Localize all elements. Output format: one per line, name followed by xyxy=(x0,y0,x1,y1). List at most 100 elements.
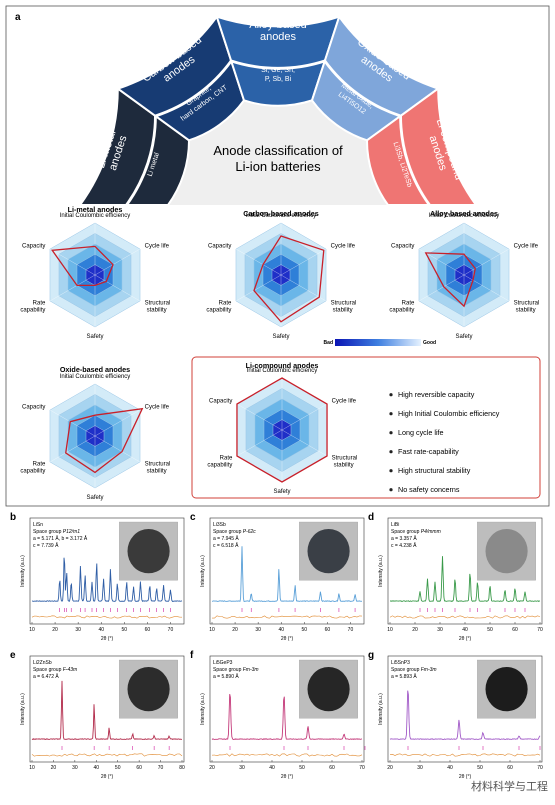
compound-label: Li2ZnSb xyxy=(33,660,52,666)
radar-axis-label: Capacity xyxy=(22,405,45,411)
x-tick-label: 40 xyxy=(94,765,100,771)
lattice-parameter: c = 7.739 Å xyxy=(33,542,59,549)
x-tick-label: 20 xyxy=(209,765,215,771)
y-axis-label: Intensity (a.u.) xyxy=(200,555,206,587)
x-tick-label: 30 xyxy=(255,627,261,633)
x-tick-label: 60 xyxy=(136,765,142,771)
x-tick-label: 10 xyxy=(387,627,393,633)
radar-axis-label: Capacity xyxy=(391,244,414,250)
compound-label: Li3Sb xyxy=(213,522,226,528)
radar-spoke xyxy=(94,435,141,463)
radar-axis-label: Cycle life xyxy=(332,399,357,405)
radar-axis-label: Safety xyxy=(86,495,103,501)
radar-data-polygon xyxy=(236,377,328,483)
space-group-label: Space group P-62c xyxy=(213,529,256,535)
space-group-label: Space group P12/m1 xyxy=(33,529,80,535)
x-tick-label: 60 xyxy=(145,627,151,633)
x-tick-label: 50 xyxy=(122,627,128,633)
bullet-text: High structural stability xyxy=(398,466,471,475)
radar-axis-label: stability xyxy=(147,308,167,314)
x-tick-label: 60 xyxy=(329,765,335,771)
x-axis-label: 2θ (°) xyxy=(101,774,114,780)
sample-powder xyxy=(127,666,170,712)
bullet-dot xyxy=(389,488,393,492)
x-tick-label: 30 xyxy=(75,627,81,633)
compound-label: LiSn xyxy=(33,522,43,528)
radar-spoke xyxy=(280,274,327,302)
x-tick-label: 60 xyxy=(325,627,331,633)
radar-axis-label: Cycle life xyxy=(145,405,170,411)
radar-spoke xyxy=(94,248,141,276)
radar-axis-label: Initial Coulombic efficiency xyxy=(429,213,500,219)
radar-spoke xyxy=(94,409,141,437)
legend-bad-label: Bad xyxy=(324,340,333,346)
arc-center-title-line2: Li-ion batteries xyxy=(235,159,321,174)
advantages-list: High reversible capacity High Initial Cou… xyxy=(389,390,500,494)
x-tick-label: 10 xyxy=(29,627,35,633)
radar-axis-label: Structural xyxy=(331,301,357,307)
x-tick-label: 30 xyxy=(72,765,78,771)
radar-axis-label: Safety xyxy=(86,334,103,340)
radar-axis-label: Structural xyxy=(145,301,171,307)
x-tick-label: 20 xyxy=(232,627,238,633)
bullet-text: Long cycle life xyxy=(398,428,444,437)
radar-spoke xyxy=(49,409,96,437)
xrd-pattern xyxy=(211,694,363,740)
space-group-label: Space group F-43m xyxy=(33,667,77,673)
radar-spoke xyxy=(94,274,141,302)
y-axis-label: Intensity (a.u.) xyxy=(20,555,26,587)
x-tick-label: 70 xyxy=(359,765,365,771)
arc-center-title-line1: Anode classification of xyxy=(213,143,343,158)
compound-label: Li5GeP3 xyxy=(213,660,233,666)
radar-spoke xyxy=(236,403,283,431)
x-tick-label: 70 xyxy=(348,627,354,633)
radar-title: Li-compound anodes xyxy=(246,361,319,370)
y-axis-label: Intensity (a.u.) xyxy=(200,693,206,725)
lattice-parameter: a = 5.893 Å xyxy=(391,673,417,680)
lattice-parameter: a = 5.890 Å xyxy=(213,673,239,680)
x-tick-label: 70 xyxy=(537,627,543,633)
radar-axis-label: Structural xyxy=(514,301,540,307)
radar-title: Li-metal anodes xyxy=(68,205,123,214)
x-tick-label: 40 xyxy=(269,765,275,771)
panel-label: c xyxy=(190,512,196,523)
x-tick-label: 20 xyxy=(52,627,58,633)
bullet-dot xyxy=(389,450,393,454)
x-tick-label: 40 xyxy=(278,627,284,633)
x-tick-label: 20 xyxy=(412,627,418,633)
space-group-label: Space group P4/mmm xyxy=(391,529,441,535)
radar-axis-label: Cycle life xyxy=(514,244,539,250)
panel-label: b xyxy=(10,512,16,523)
bullet-text: High reversible capacity xyxy=(398,390,475,399)
radar-axis-label: capability xyxy=(389,308,414,314)
radar-axis-label: Initial Coulombic efficiency xyxy=(60,213,131,219)
x-tick-label: 60 xyxy=(512,627,518,633)
bullet-text: High Initial Coulombic efficiency xyxy=(398,409,500,418)
x-tick-label: 50 xyxy=(299,765,305,771)
radar-spoke xyxy=(418,274,465,302)
radar-spoke xyxy=(463,274,510,302)
x-tick-label: 50 xyxy=(477,765,483,771)
lattice-parameter: a = 5.171 Å, b = 3.172 Å xyxy=(33,535,88,542)
radar-spoke xyxy=(49,435,96,463)
bullet-dot xyxy=(389,412,393,416)
x-tick-label: 30 xyxy=(239,765,245,771)
panel-label: f xyxy=(190,650,194,661)
sample-powder xyxy=(485,528,528,574)
difference-curve xyxy=(389,615,541,619)
radar-axis-label: Cycle life xyxy=(331,244,356,250)
radar-axis-label: Capacity xyxy=(22,244,45,250)
radar-axis-label: stability xyxy=(147,469,167,475)
radar-spoke xyxy=(281,403,328,431)
legend-gradient-bar xyxy=(335,339,421,346)
radar-title: Carbon-based anodes xyxy=(243,209,318,218)
difference-curve xyxy=(31,615,183,619)
radar-spoke xyxy=(49,274,96,302)
radar-spoke xyxy=(235,248,282,276)
